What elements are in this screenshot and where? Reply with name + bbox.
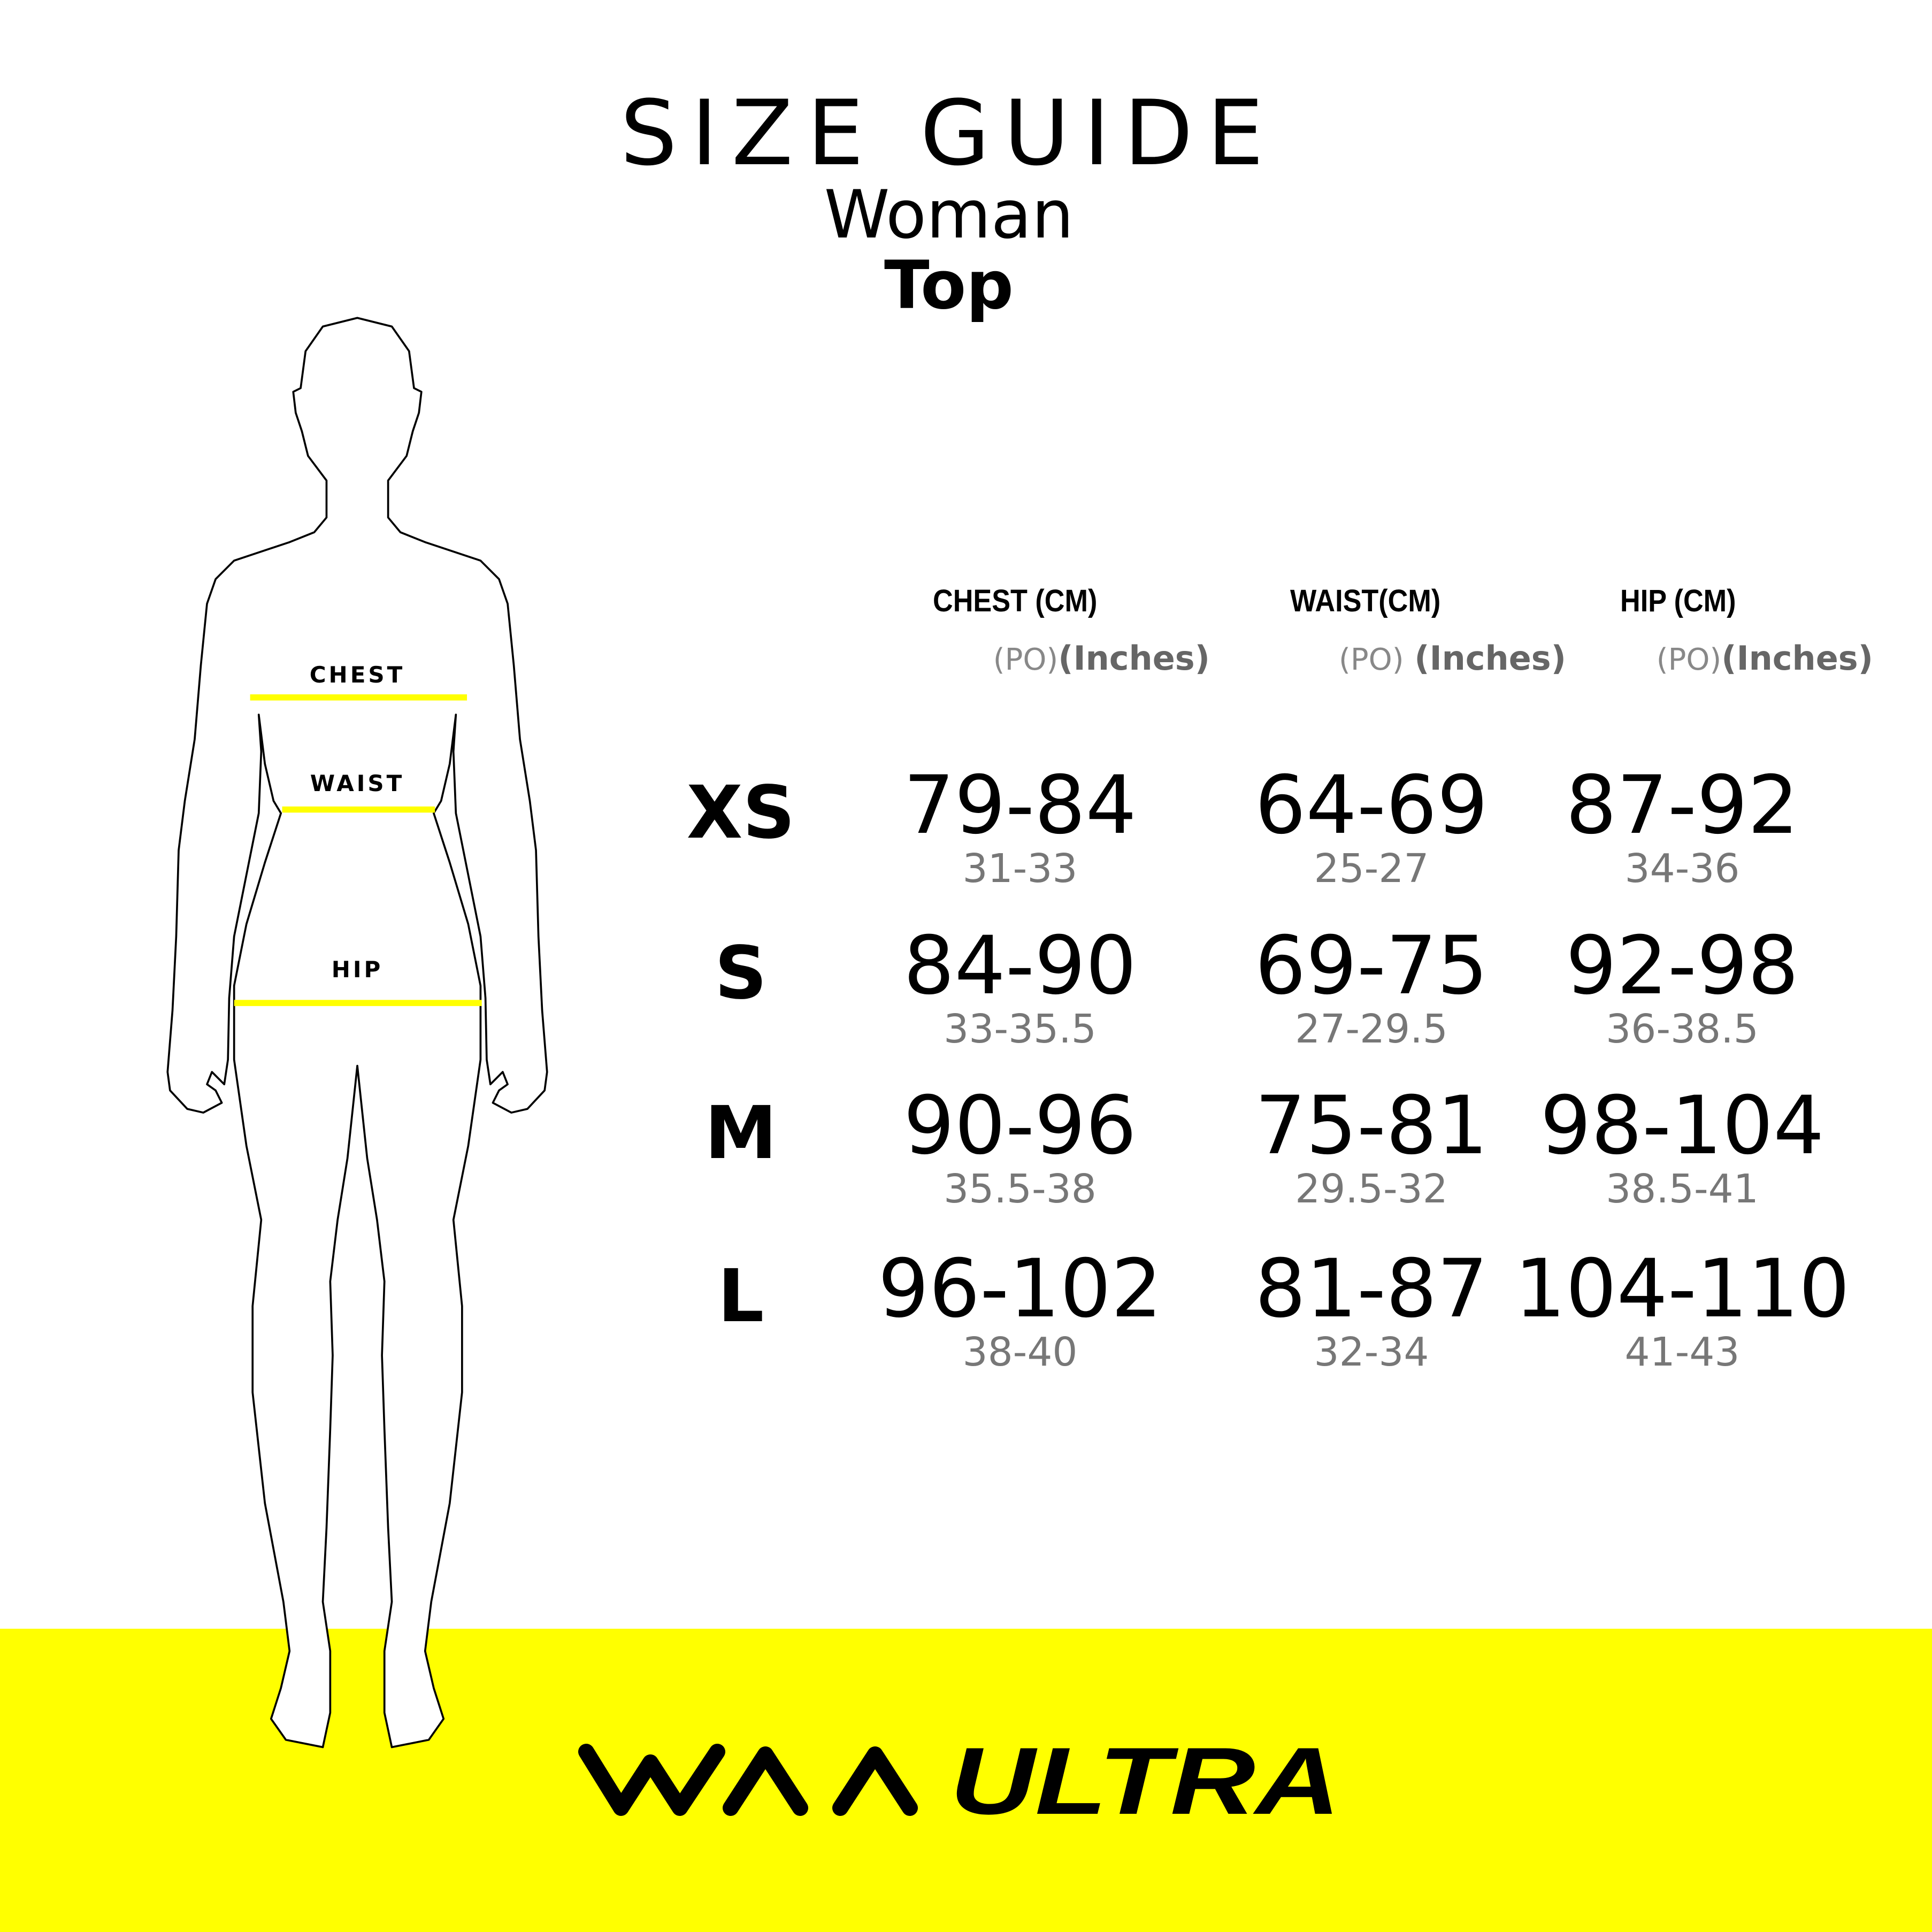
hip-label: HIP: [331, 956, 384, 983]
cm-value: 81-87: [1255, 1243, 1488, 1336]
unit-po: (PO): [1656, 642, 1722, 677]
inches-value: 33-35.5: [944, 1006, 1097, 1052]
column-header-waist: WAIST(CM): [1290, 584, 1441, 618]
unit-inches: (Inches): [1414, 639, 1566, 678]
body-outline: [166, 317, 548, 1749]
inches-value: 31-33: [962, 846, 1078, 892]
cm-value: 90-96: [903, 1079, 1137, 1172]
cm-value: 104-110: [1514, 1243, 1850, 1336]
ultra-wordmark: ULTRA: [950, 1741, 1340, 1819]
cm-value: 96-102: [878, 1243, 1162, 1336]
cm-value: 98-104: [1540, 1079, 1824, 1172]
waa-ultra-logo: ULTRA: [578, 1741, 1340, 1819]
chest-label: CHEST: [309, 662, 405, 688]
cm-value: 84-90: [903, 919, 1137, 1013]
inches-value: 27-29.5: [1295, 1006, 1448, 1052]
unit-inches: (Inches): [1721, 639, 1873, 678]
size-label: L: [717, 1254, 764, 1339]
inches-value: 25-27: [1314, 846, 1429, 892]
cm-value: 92-98: [1566, 919, 1799, 1013]
inches-value: 38-40: [962, 1329, 1078, 1375]
unit-label-chest: (PO)(Inches): [993, 642, 1210, 675]
size-label: M: [704, 1091, 777, 1176]
column-header-chest: CHEST (CM): [933, 584, 1098, 618]
size-label: S: [715, 931, 767, 1016]
size-label: XS: [686, 771, 795, 855]
inches-value: 34-36: [1624, 846, 1740, 892]
waist-label: WAIST: [310, 770, 405, 796]
unit-po: (PO): [1339, 642, 1404, 677]
cm-value: 64-69: [1255, 759, 1488, 852]
inches-value: 32-34: [1314, 1329, 1429, 1375]
cm-value: 69-75: [1255, 919, 1488, 1013]
cm-value: 79-84: [903, 759, 1137, 852]
page-subtitle: Woman: [824, 177, 1074, 254]
inches-value: 41-43: [1624, 1329, 1740, 1375]
column-header-hip: HIP (CM): [1620, 584, 1736, 618]
unit-po: (PO): [993, 642, 1059, 677]
unit-inches: (Inches): [1058, 639, 1210, 678]
waa-wave-mark: [578, 1744, 918, 1816]
unit-label-hip: (PO)(Inches): [1657, 642, 1873, 675]
cm-value: 87-92: [1566, 759, 1799, 852]
cm-value: 75-81: [1255, 1079, 1488, 1172]
inches-value: 35.5-38: [944, 1166, 1097, 1212]
inches-value: 29.5-32: [1295, 1166, 1448, 1212]
product-type: Top: [884, 247, 1014, 324]
page-title: SIZE GUIDE: [620, 81, 1278, 186]
inches-value: 38.5-41: [1606, 1166, 1759, 1212]
unit-label-waist: (PO) (Inches): [1339, 642, 1566, 675]
inches-value: 36-38.5: [1606, 1006, 1759, 1052]
